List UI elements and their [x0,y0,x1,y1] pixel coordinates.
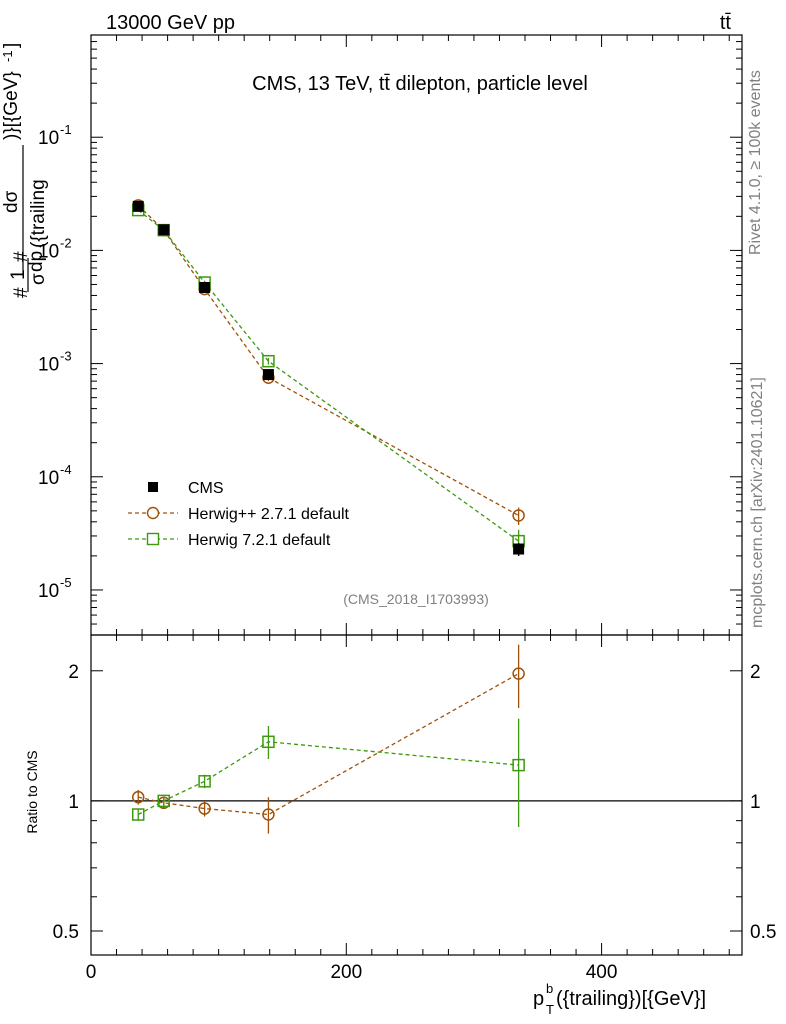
x-axis-label: p b T ({trailing})[{GeV}] [533,981,706,1017]
y-label-units: )}[{GeV} [1,71,22,140]
y-label-one-over-sigma: 1 [8,269,29,280]
main-y-tick-exponent: -4 [60,462,72,477]
ratio-point [198,775,211,788]
legend-label-herwigpp: Herwig++ 2.7.1 default [188,506,350,523]
main-y-tick-exponent: -5 [60,575,72,590]
ratio-marks [131,644,525,834]
ratio-point [131,790,145,804]
y-label-trailing: ({trailing [28,179,49,248]
y-label-hash-prefix: # [11,287,32,298]
main-x-ticks [90,35,730,635]
main-point [132,200,144,212]
x-label-p: p [533,988,544,1010]
ratio-point [262,735,275,749]
ratio-panel-frame [90,634,743,956]
ratio-y-ticks: 0.5 0.5 1 1 2 2 [53,662,777,943]
main-point [262,369,274,381]
y-label-sigma: σ [28,273,49,285]
legend-marker-herwigpp [146,506,160,520]
main-y-tick-label: 10 [38,468,59,489]
main-title: CMS, 13 TeV, tt̄ dilepton, particle leve… [252,73,588,95]
y-label-dsigma: dσ [1,190,22,213]
main-panel: 10-510-410-310-210-1 CMS, 13 TeV, tt̄ di… [0,34,743,636]
ratio-y-tick-label-right: 2 [750,662,761,683]
legend-label-cms: CMS [188,480,224,497]
main-point [262,354,275,368]
ratio-x-tick-label: 0 [86,962,97,983]
ratio-point [198,802,211,815]
ratio-y-tick-label-right: 0.5 [750,922,776,943]
ratio-point [262,808,275,821]
y-label-exponent: -1 [0,50,15,62]
legend-marker-cms [148,482,158,492]
main-point [512,509,525,522]
main-y-tick-exponent: -1 [60,122,72,137]
x-label-rest: ({trailing})[{GeV}] [556,988,706,1010]
main-y-tick-label: 10 [38,581,59,602]
main-point [513,543,525,555]
main-series-line [137,204,519,517]
main-y-ticks: 10-510-410-310-210-1 [38,34,742,636]
main-point [199,282,211,294]
ratio-point [512,667,525,680]
main-y-axis-label: # 1 σ # dσ dp ({trailing )}[{GeV} -1 ] [0,43,49,298]
ratio-point [512,758,525,772]
ratio-series-line [138,673,519,816]
ratio-y-label: Ratio to CMS [24,750,40,833]
legend-label-herwig7: Herwig 7.2.1 default [188,532,331,549]
header-left-title: 13000 GeV pp [106,12,235,34]
watermark: (CMS_2018_I1703993) [343,591,489,607]
ratio-y-tick-label-left: 0.5 [53,922,79,943]
main-y-tick-exponent: -2 [60,235,72,250]
ratio-x-tick-label: 400 [586,962,618,983]
ratio-panel: 0.5 0.5 1 1 2 2 0 200 400 Ratio to CMS [24,634,777,983]
y-label-hash: # [11,251,32,262]
rivet-label: Rivet 4.1.0, ≥ 100k events [747,70,764,255]
ratio-x-ticks: 0 200 400 [86,635,730,983]
ratio-x-tick-label: 200 [330,962,362,983]
main-y-tick-label: 10 [38,241,59,262]
ratio-series-line [137,741,519,816]
main-y-tick-label: 10 [38,128,59,149]
main-y-tick-exponent: -3 [60,349,72,364]
header-right-title: tt̄ [720,12,732,34]
ratio-point [131,808,145,821]
y-label-close: ] [1,43,22,48]
legend: CMS Herwig++ 2.7.1 default Herwig 7.2.1 … [128,480,350,549]
ratio-point [157,794,171,808]
x-label-sub-t: T [546,1002,554,1017]
main-point [158,224,170,236]
ratio-y-tick-label-left: 2 [68,662,79,683]
y-label-dpt: dp [26,251,47,272]
x-label-sup-b: b [546,981,553,996]
main-marks [131,199,525,556]
ratio-y-tick-label-left: 1 [68,792,79,813]
mcplots-label: mcplots.cern.ch [arXiv:2401.10621] [749,377,766,628]
legend-marker-herwig7 [146,532,160,546]
ratio-y-tick-label-right: 1 [750,792,761,813]
main-y-tick-label: 10 [38,355,59,376]
